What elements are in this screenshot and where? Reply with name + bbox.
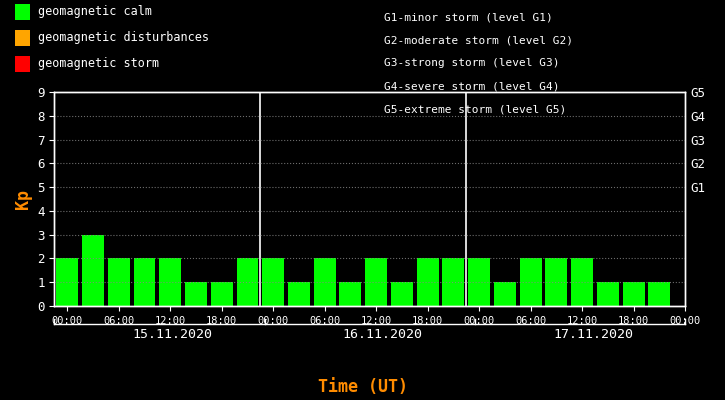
Bar <box>571 258 593 306</box>
Bar <box>545 258 568 306</box>
Text: geomagnetic storm: geomagnetic storm <box>38 58 159 70</box>
Bar <box>597 282 619 306</box>
Text: geomagnetic calm: geomagnetic calm <box>38 6 152 18</box>
Text: 17.11.2020: 17.11.2020 <box>553 328 633 341</box>
Text: geomagnetic disturbances: geomagnetic disturbances <box>38 32 209 44</box>
Bar <box>211 282 233 306</box>
Bar <box>339 282 361 306</box>
Bar <box>262 258 284 306</box>
Text: 16.11.2020: 16.11.2020 <box>343 328 423 341</box>
Text: G5-extreme storm (level G5): G5-extreme storm (level G5) <box>384 105 566 115</box>
Bar <box>623 282 645 306</box>
Text: G3-strong storm (level G3): G3-strong storm (level G3) <box>384 58 560 68</box>
Bar <box>314 258 336 306</box>
Bar <box>236 258 258 306</box>
Text: G2-moderate storm (level G2): G2-moderate storm (level G2) <box>384 35 573 45</box>
Text: G1-minor storm (level G1): G1-minor storm (level G1) <box>384 12 553 22</box>
Bar <box>391 282 413 306</box>
Text: 15.11.2020: 15.11.2020 <box>133 328 212 341</box>
Text: Time (UT): Time (UT) <box>318 378 407 396</box>
Bar <box>288 282 310 306</box>
Bar <box>417 258 439 306</box>
Text: G4-severe storm (level G4): G4-severe storm (level G4) <box>384 82 560 92</box>
Bar <box>108 258 130 306</box>
Bar <box>468 258 490 306</box>
Bar <box>442 258 464 306</box>
Bar <box>160 258 181 306</box>
Bar <box>365 258 387 306</box>
Bar <box>82 235 104 306</box>
Bar <box>520 258 542 306</box>
Bar <box>57 258 78 306</box>
Bar <box>648 282 671 306</box>
Y-axis label: Kp: Kp <box>14 189 32 209</box>
Bar <box>494 282 516 306</box>
Bar <box>185 282 207 306</box>
Bar <box>133 258 155 306</box>
